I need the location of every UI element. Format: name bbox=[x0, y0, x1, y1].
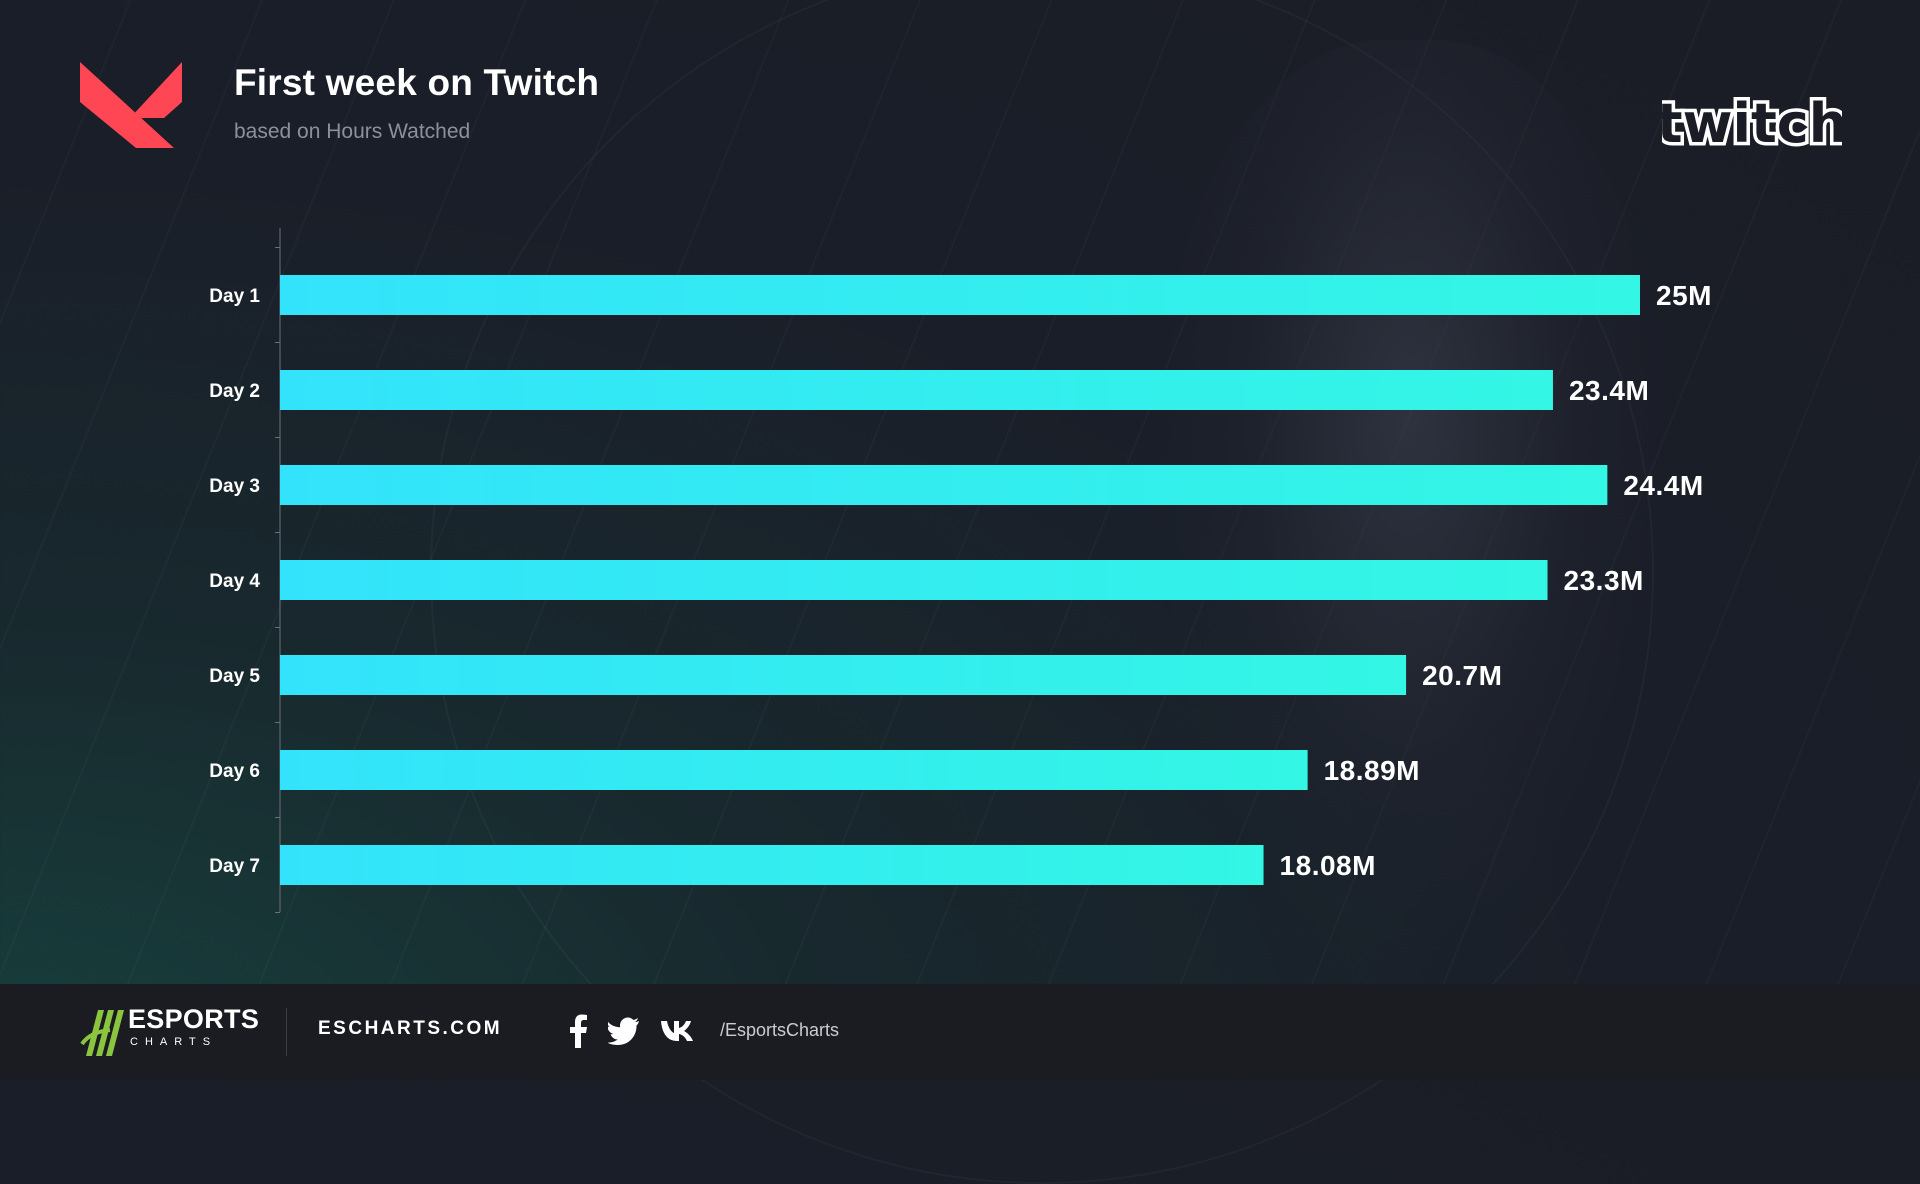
value-label: 18.08M bbox=[1280, 850, 1376, 881]
category-label: Day 6 bbox=[209, 761, 260, 782]
bar bbox=[280, 465, 1608, 505]
value-label: 18.89M bbox=[1324, 755, 1420, 786]
value-label: 23.3M bbox=[1564, 565, 1644, 596]
brand-name: ESPORTS bbox=[128, 1004, 260, 1034]
twitter-icon[interactable] bbox=[608, 1014, 640, 1048]
bar bbox=[280, 750, 1308, 790]
chart-title: First week on Twitch bbox=[234, 62, 600, 103]
category-label: Day 7 bbox=[209, 856, 260, 877]
category-label: Day 3 bbox=[209, 476, 260, 497]
bar bbox=[280, 560, 1548, 600]
chart-subtitle: based on Hours Watched bbox=[234, 120, 471, 143]
category-label: Day 1 bbox=[209, 286, 260, 307]
esports-charts-icon bbox=[80, 1010, 124, 1056]
website-link[interactable]: ESCHARTS.COM bbox=[318, 1018, 503, 1039]
value-label: 24.4M bbox=[1623, 470, 1703, 501]
brand-subname: CHARTS bbox=[130, 1036, 218, 1048]
bar bbox=[280, 370, 1553, 410]
facebook-icon[interactable] bbox=[568, 1014, 588, 1048]
valorant-icon bbox=[80, 62, 182, 148]
bar bbox=[280, 845, 1264, 885]
value-label: 25M bbox=[1656, 280, 1712, 311]
value-label: 20.7M bbox=[1422, 660, 1502, 691]
social-handle: /EsportsCharts bbox=[720, 1020, 840, 1040]
vk-icon[interactable] bbox=[660, 1014, 698, 1048]
category-label: Day 4 bbox=[209, 571, 260, 592]
twitch-icon: twitch bbox=[1662, 92, 1842, 158]
category-label: Day 5 bbox=[209, 666, 260, 687]
twitch-wordmark: twitch bbox=[1662, 92, 1842, 155]
bar bbox=[280, 655, 1407, 695]
category-label: Day 2 bbox=[209, 381, 260, 402]
bar-chart: Day 1 25M Day 2 23.4M Day 3 24.4M Day 4 23.3M Da… bbox=[209, 228, 1712, 913]
footer-divider bbox=[286, 1008, 287, 1056]
bar bbox=[280, 275, 1640, 315]
value-label: 23.4M bbox=[1569, 375, 1649, 406]
footer: ESPORTS CHARTS ESCHARTS.COM /EsportsChar… bbox=[0, 984, 1920, 1080]
background-character-art bbox=[1150, 40, 1670, 980]
